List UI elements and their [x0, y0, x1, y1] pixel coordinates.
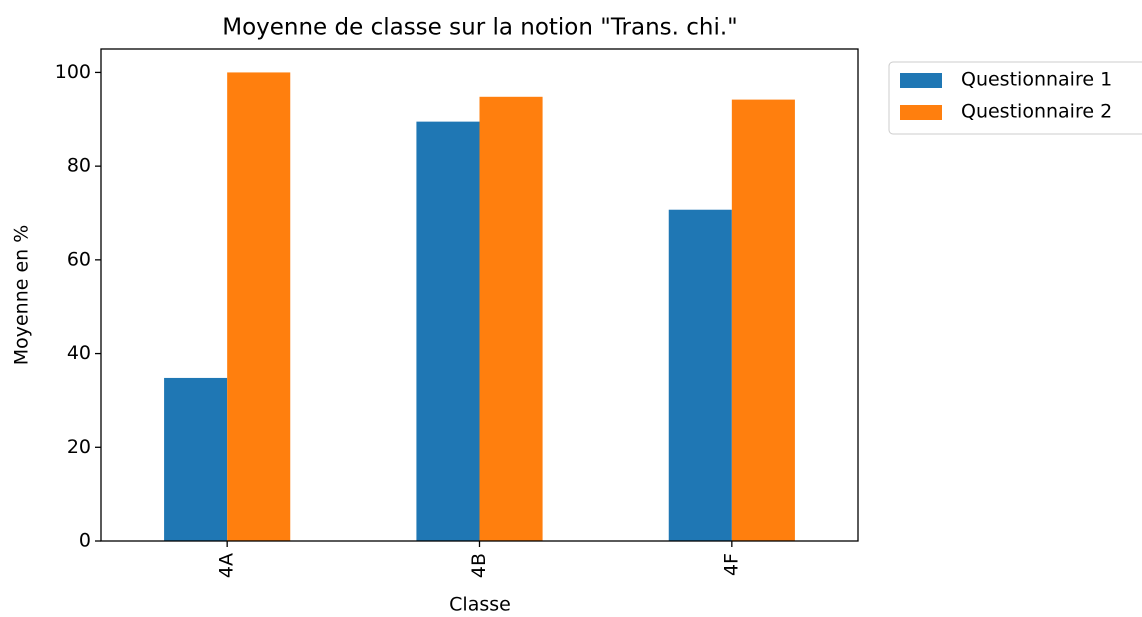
legend-label: Questionnaire 1 — [961, 69, 1112, 91]
plot-frame — [100, 48, 859, 542]
bar — [164, 377, 228, 541]
bar — [668, 209, 732, 541]
x-tick-label: 4F — [720, 553, 742, 576]
bar — [479, 96, 543, 542]
y-tick-label: 60 — [67, 248, 91, 270]
chart-title: Moyenne de classe sur la notion "Trans. … — [222, 15, 738, 41]
x-axis-label: Classe — [449, 594, 511, 616]
legend-swatch — [900, 105, 942, 120]
y-tick-label: 40 — [67, 342, 91, 364]
y-tick-label: 80 — [67, 155, 91, 177]
y-axis-label: Moyenne en % — [11, 225, 33, 366]
bar — [416, 121, 480, 541]
x-tick-label: 4A — [216, 553, 238, 578]
bar — [227, 72, 291, 541]
legend-box — [888, 61, 1142, 135]
y-tick-label: 100 — [55, 61, 91, 83]
y-tick-label: 0 — [79, 530, 91, 552]
bar — [731, 99, 795, 541]
x-tick-label: 4B — [468, 553, 490, 578]
legend-label: Questionnaire 2 — [961, 101, 1112, 123]
y-tick-label: 20 — [67, 436, 91, 458]
legend-swatch — [900, 73, 942, 88]
